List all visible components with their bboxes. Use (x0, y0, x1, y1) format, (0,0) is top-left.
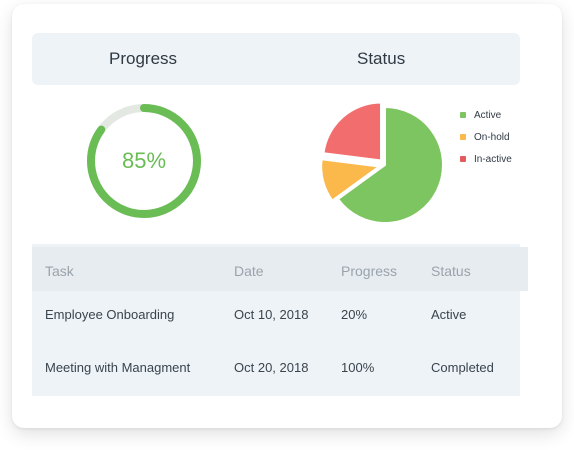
table-cell-date: Oct 20, 2018 (234, 360, 309, 375)
progress-donut (87, 104, 201, 218)
legend-swatch-active (460, 112, 466, 118)
legend-item-in-active: In-active (460, 148, 512, 170)
column-header-status[interactable]: Status (431, 263, 471, 279)
legend-label: On-hold (474, 131, 510, 143)
legend-item-active: Active (460, 104, 512, 126)
legend-label: Active (474, 109, 502, 121)
legend-swatch-in-active (460, 156, 466, 162)
table-cell-task[interactable]: Employee Onboarding (45, 307, 175, 322)
pie-slice-active (336, 105, 444, 224)
pie-slice-in-active (322, 101, 383, 162)
legend-swatch-on-hold (460, 134, 466, 140)
pie-slice-on-hold (320, 158, 382, 202)
table-cell-status: Completed (431, 360, 494, 375)
legend-label: In-active (474, 153, 512, 165)
table-cell-date: Oct 10, 2018 (234, 307, 309, 322)
status-legend: Active On-hold In-active (460, 104, 512, 170)
progress-title: Progress (109, 49, 178, 68)
table-cell-task[interactable]: Meeting with Managment (45, 360, 191, 375)
column-header-progress[interactable]: Progress (341, 263, 398, 279)
table-cell-progress: 100% (341, 360, 375, 375)
status-pie-chart (320, 101, 444, 224)
section-header-band (32, 33, 520, 85)
column-header-task[interactable]: Task (45, 263, 74, 279)
status-title: Status (357, 49, 406, 68)
progress-arc (87, 104, 201, 218)
table-cell-progress: 20% (341, 307, 368, 322)
progress-value: 85% (121, 148, 167, 173)
column-header-date[interactable]: Date (234, 263, 264, 279)
legend-item-on-hold: On-hold (460, 126, 512, 148)
table-cell-status: Active (431, 307, 467, 322)
table-header (32, 247, 528, 291)
